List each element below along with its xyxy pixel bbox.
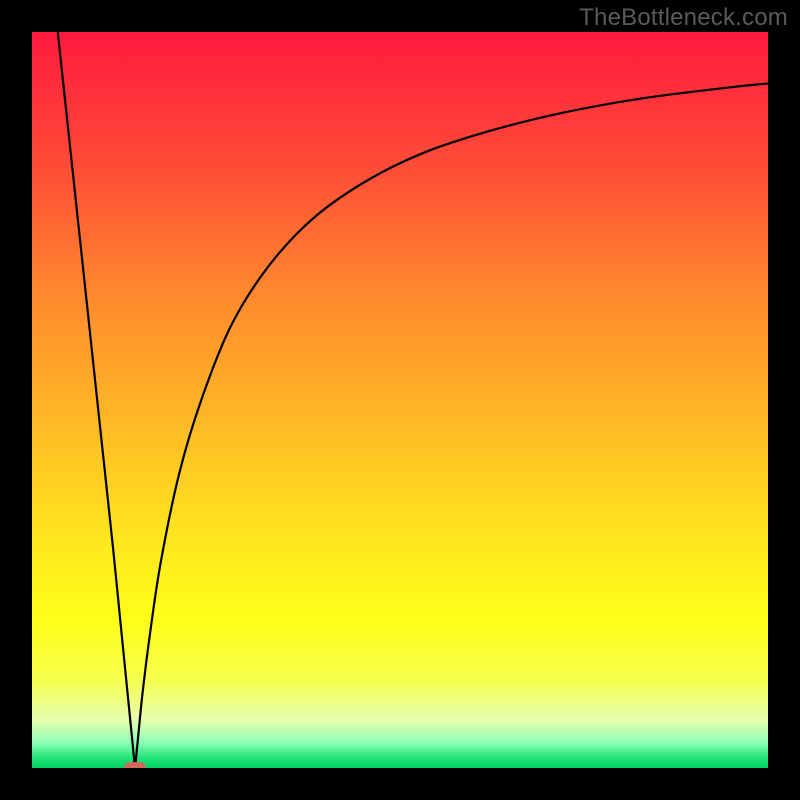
optimal-point-marker xyxy=(124,762,146,768)
chart-container: TheBottleneck.com xyxy=(0,0,800,800)
bottleneck-curve-chart xyxy=(32,32,768,768)
plot-area xyxy=(32,32,768,768)
gradient-background xyxy=(32,32,768,768)
watermark-label: TheBottleneck.com xyxy=(579,4,788,32)
